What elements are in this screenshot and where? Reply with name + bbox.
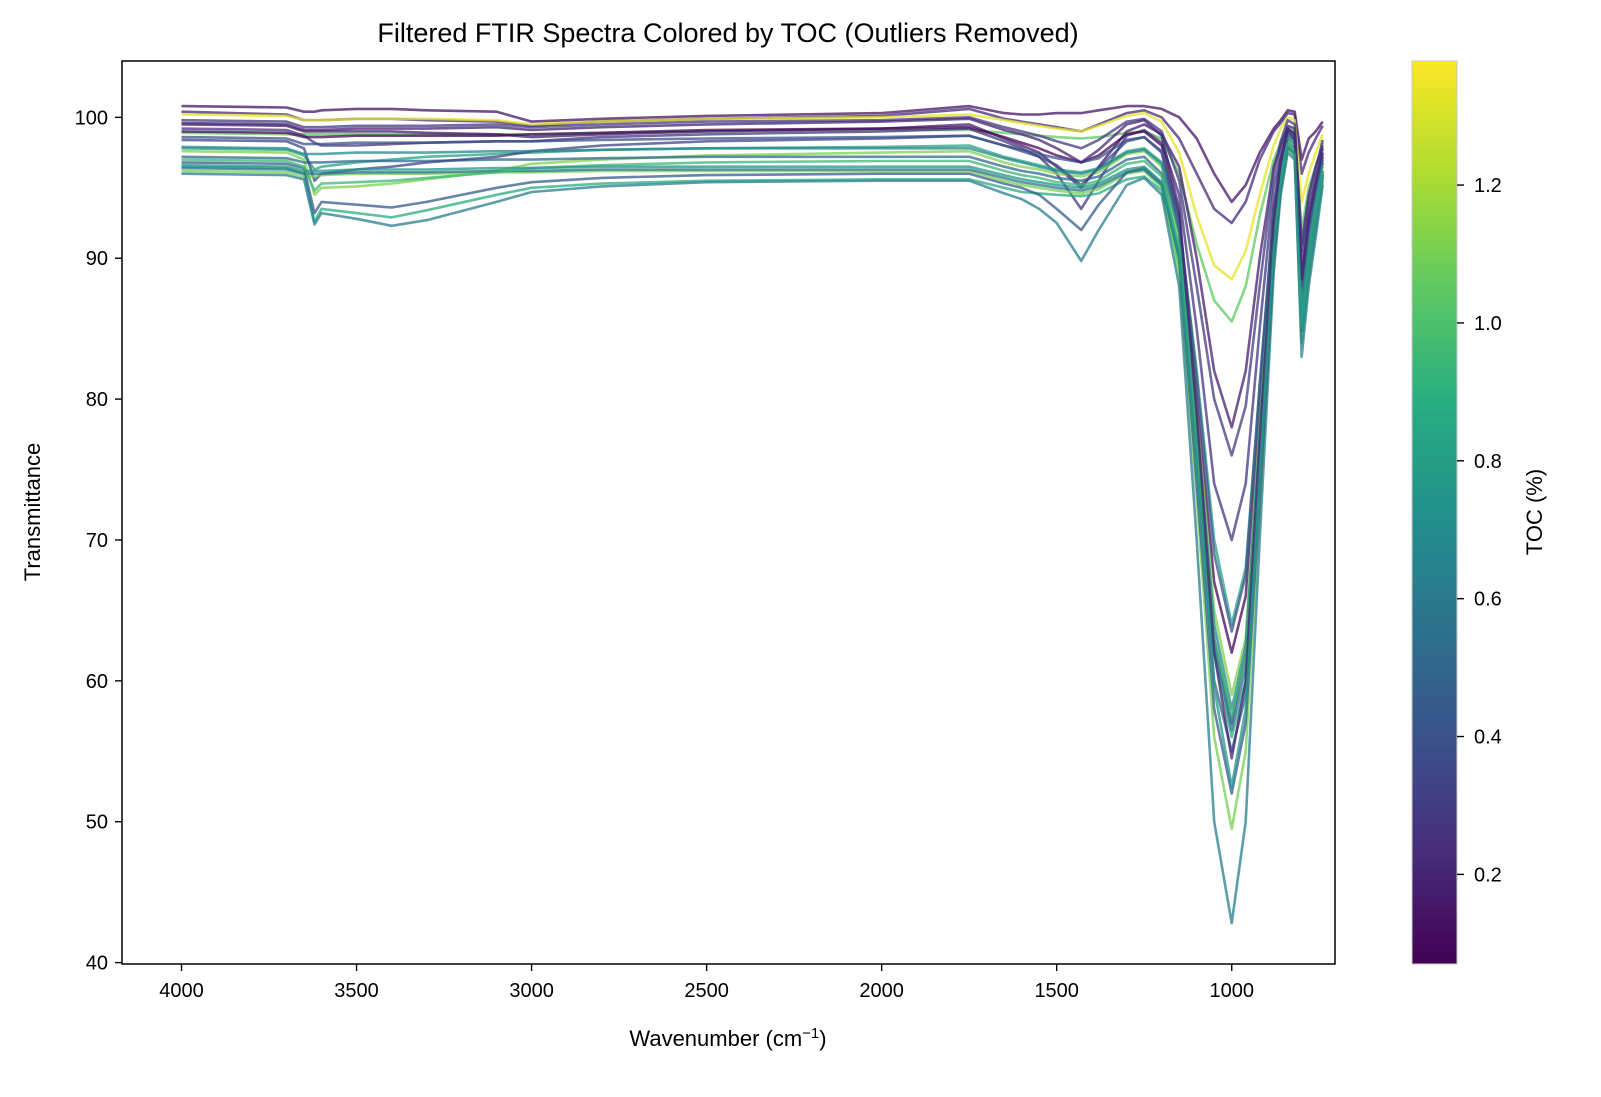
spectrum-line-19	[181, 145, 1324, 732]
y-tick-label: 90	[86, 248, 108, 270]
spectrum-line-8	[181, 135, 1324, 626]
colorbar-tick-label: 1.2	[1474, 175, 1502, 197]
spectrum-line-22	[181, 145, 1324, 788]
x-tick-label: 3500	[334, 980, 379, 1002]
x-tick-label: 2000	[859, 980, 904, 1002]
x-tick-label: 1500	[1034, 980, 1079, 1002]
spectrum-line-21	[181, 117, 1324, 760]
spectrum-line-13	[181, 147, 1324, 831]
y-tick-label: 100	[75, 107, 108, 129]
spectrum-line-16	[181, 137, 1324, 711]
x-axis-label-main: Wavenumber (cm	[629, 1026, 802, 1051]
spectrum-line-15	[181, 144, 1324, 795]
colorbar-label: TOC (%)	[1522, 469, 1547, 555]
spectrum-line-9	[181, 138, 1324, 697]
colorbar-tick-label: 0.2	[1474, 864, 1502, 886]
colorbar	[1411, 60, 1458, 965]
spectrum-line-3	[181, 111, 1324, 281]
plot-frame	[121, 60, 1336, 965]
x-axis-label: Wavenumber (cm−1)	[629, 1025, 826, 1052]
x-tick-label: 2500	[684, 980, 729, 1002]
x-axis-label-superscript: −1	[802, 1025, 819, 1042]
x-tick-label: 3000	[509, 980, 554, 1002]
spectrum-line-12	[181, 147, 1324, 739]
spectrum-line-18	[181, 116, 1324, 457]
spectrum-line-7	[181, 125, 1324, 654]
x-tick-label: 4000	[159, 980, 204, 1002]
y-tick-label: 80	[86, 389, 108, 411]
chart-title: Filtered FTIR Spectra Colored by TOC (Ou…	[377, 18, 1078, 48]
y-axis: 40 50 60 70 80 90 100	[75, 107, 122, 975]
series-layer	[181, 104, 1324, 925]
y-tick-label: 60	[86, 671, 108, 693]
spectrum-line-17	[181, 130, 1324, 633]
colorbar-tick-label: 0.6	[1474, 589, 1502, 611]
spectrum-line-6	[181, 127, 1324, 542]
y-axis-label: Transmittance	[20, 443, 45, 582]
spectrum-line-10	[181, 141, 1324, 753]
colorbar-tick-label: 0.8	[1474, 451, 1502, 473]
y-tick-label: 70	[86, 530, 108, 552]
colorbar-axis: 0.2 0.4 0.6 0.8 1.0 1.2	[1457, 175, 1502, 886]
colorbar-tick-label: 0.4	[1474, 727, 1502, 749]
spectrum-line-1	[181, 104, 1324, 204]
colorbar-tick-label: 1.0	[1474, 313, 1502, 335]
spectrum-line-20	[181, 142, 1324, 718]
y-tick-label: 40	[86, 953, 108, 975]
spectrum-line-11	[181, 133, 1324, 725]
spectrum-line-14	[181, 151, 1324, 925]
x-tick-label: 1000	[1209, 980, 1254, 1002]
x-axis: 4000 3500 3000 2500 2000 1500 1000	[159, 964, 1254, 1002]
y-tick-label: 50	[86, 812, 108, 834]
x-axis-label-end: )	[819, 1026, 826, 1051]
